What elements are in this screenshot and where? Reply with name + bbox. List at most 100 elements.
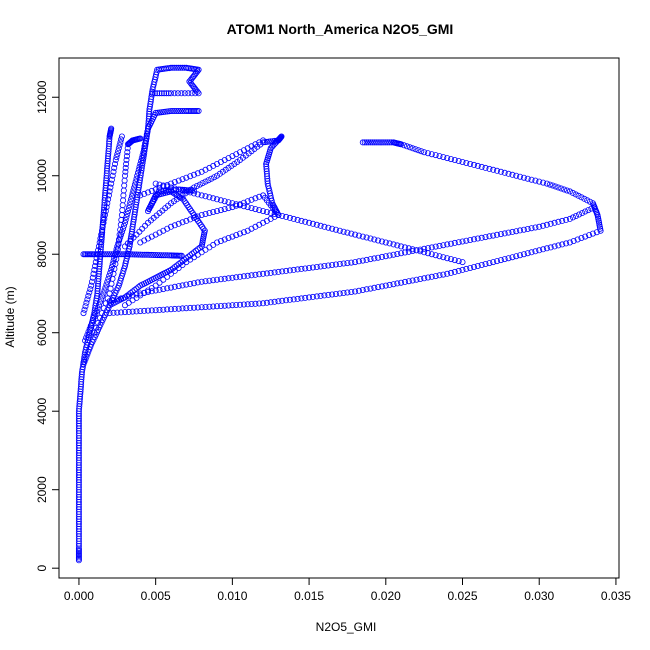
data-point [313, 221, 320, 228]
data-point [125, 205, 132, 212]
data-point [490, 259, 497, 266]
data-point [189, 250, 196, 257]
data-point [194, 191, 201, 198]
data-point [206, 244, 213, 251]
data-point [436, 153, 443, 160]
data-point [192, 90, 199, 97]
data-point [401, 278, 408, 285]
data-point [229, 233, 236, 240]
data-point [113, 154, 120, 161]
data-point [175, 260, 182, 267]
data-point [175, 64, 182, 71]
data-point [97, 235, 104, 242]
data-point [114, 151, 121, 158]
data-point [355, 287, 362, 294]
data-point [386, 252, 393, 259]
data-point [139, 225, 146, 232]
data-point [142, 140, 149, 147]
data-point [573, 212, 580, 219]
data-point [198, 249, 205, 256]
data-point [106, 310, 113, 317]
data-point [248, 272, 255, 279]
data-point [75, 550, 82, 557]
data-point [279, 297, 286, 304]
data-point [582, 208, 589, 215]
data-point [290, 266, 297, 273]
data-point [177, 64, 184, 71]
data-point [394, 242, 401, 249]
data-point [363, 139, 370, 146]
data-point [146, 251, 153, 258]
data-point [202, 303, 209, 310]
data-point [183, 305, 190, 312]
data-point [183, 217, 190, 224]
data-point [114, 296, 121, 303]
data-point [398, 243, 405, 250]
data-point [111, 164, 118, 171]
data-point [398, 279, 405, 286]
data-point [99, 227, 106, 234]
data-point [572, 191, 579, 198]
data-point [373, 139, 380, 146]
x-tick-label: 0.025 [447, 589, 477, 603]
data-point [144, 189, 151, 196]
data-point [123, 156, 130, 163]
data-point [183, 259, 190, 266]
data-point [133, 285, 140, 292]
data-point [210, 303, 217, 310]
data-point [260, 137, 267, 144]
data-point [97, 299, 104, 306]
data-point [154, 90, 161, 97]
data-point [524, 250, 531, 257]
data-point [432, 243, 439, 250]
data-point [186, 108, 193, 115]
data-point [175, 264, 182, 271]
data-point [152, 186, 159, 193]
data-point [444, 255, 451, 262]
data-point [192, 247, 199, 254]
data-point [428, 273, 435, 280]
data-point [183, 281, 190, 288]
data-point [211, 174, 218, 181]
data-point [256, 271, 263, 278]
data-point [436, 242, 443, 249]
data-point [95, 247, 102, 254]
data-point [482, 164, 489, 171]
data-point [329, 261, 336, 268]
data-point [375, 139, 382, 146]
data-point [144, 307, 151, 314]
data-point [309, 264, 316, 271]
data-point [221, 156, 228, 163]
data-point [459, 158, 466, 165]
data-point [221, 302, 228, 309]
data-point [486, 165, 493, 172]
data-point [102, 208, 109, 215]
data-point [497, 257, 504, 264]
data-point [440, 271, 447, 278]
data-point [148, 288, 155, 295]
data-point [187, 77, 194, 84]
data-point [117, 139, 124, 146]
data-point [440, 242, 447, 249]
data-point [178, 90, 185, 97]
data-point [317, 263, 324, 270]
plot-frame [58, 57, 620, 579]
data-point [156, 90, 163, 97]
data-point [455, 258, 462, 265]
data-point [398, 250, 405, 257]
data-point [158, 109, 165, 116]
data-point [198, 278, 205, 285]
data-point [309, 220, 316, 227]
data-point [190, 187, 197, 194]
data-point [596, 219, 603, 226]
data-point [137, 308, 144, 315]
data-point [217, 302, 224, 309]
data-point [581, 195, 588, 202]
data-point [321, 223, 328, 230]
data-point [140, 146, 147, 153]
data-point [75, 551, 82, 558]
data-point [108, 251, 115, 258]
data-point [236, 301, 243, 308]
data-point [105, 192, 112, 199]
data-point [144, 235, 151, 242]
